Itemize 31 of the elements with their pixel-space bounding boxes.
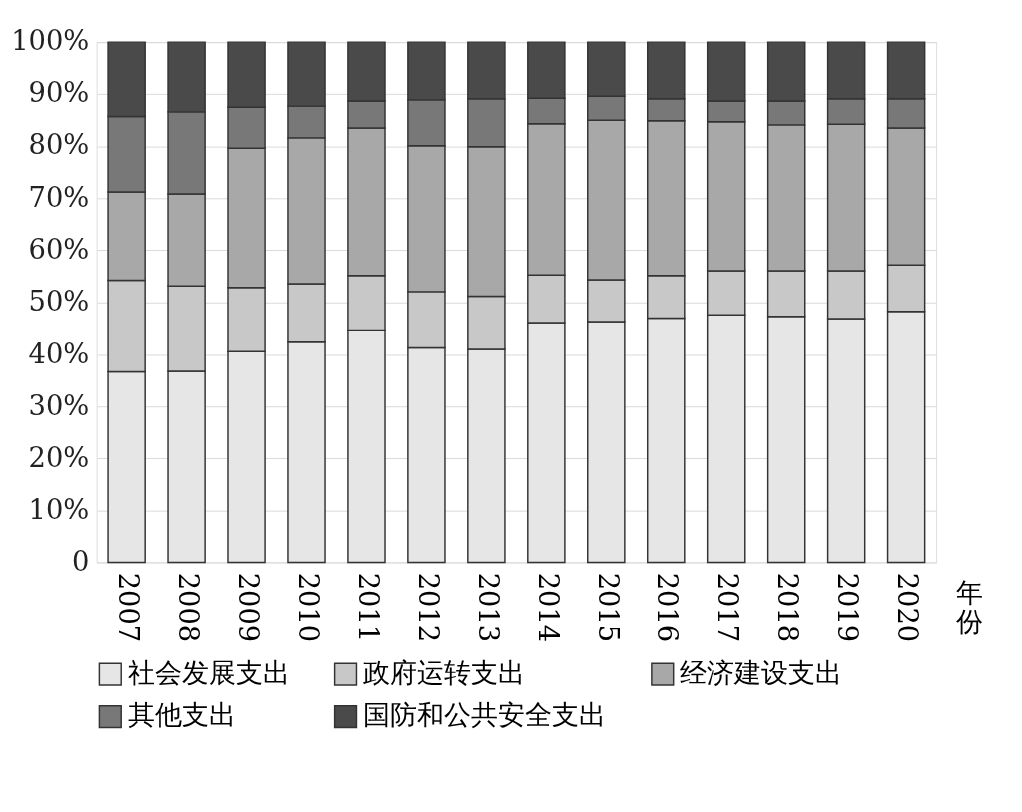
y-tick-label: 40% xyxy=(28,337,90,369)
y-tick-label: 20% xyxy=(28,441,90,473)
x-tick-label: 2009 xyxy=(232,572,264,643)
y-tick-label: 100% xyxy=(11,25,90,57)
x-tick-label: 2007 xyxy=(112,572,144,643)
y-tick-label: 80% xyxy=(28,129,90,161)
y-tick-label: 90% xyxy=(28,77,90,109)
legend-label: 经济建设支出 xyxy=(680,656,843,688)
x-tick-label: 2012 xyxy=(412,572,444,643)
x-tick-label: 2016 xyxy=(652,572,684,643)
x-tick-label: 2020 xyxy=(892,572,924,643)
y-tick-label: 50% xyxy=(28,285,90,317)
y-tick-label: 30% xyxy=(28,389,90,421)
x-tick-label: 2017 xyxy=(712,572,744,643)
y-tick-label: 60% xyxy=(28,233,90,265)
x-tick-label: 2011 xyxy=(352,572,384,643)
legend-label: 社会发展支出 xyxy=(127,656,290,688)
x-tick-label: 2010 xyxy=(292,572,324,643)
legend-label: 政府运转支出 xyxy=(363,656,526,688)
x-tick-label: 2019 xyxy=(832,572,864,643)
x-tick-label: 2014 xyxy=(532,572,564,643)
y-tick-label: 10% xyxy=(28,493,90,525)
y-tick-label: 0 xyxy=(71,545,90,577)
x-tick-label: 2013 xyxy=(472,572,504,643)
y-tick-label: 70% xyxy=(28,181,90,213)
x-tick-label: 2008 xyxy=(172,572,204,643)
legend-label: 其他支出 xyxy=(127,699,236,731)
x-tick-label: 2015 xyxy=(592,572,624,643)
x-axis-title: 年份 xyxy=(956,576,984,638)
legend-label: 国防和公共安全支出 xyxy=(363,699,607,731)
x-tick-label: 2018 xyxy=(772,572,804,643)
